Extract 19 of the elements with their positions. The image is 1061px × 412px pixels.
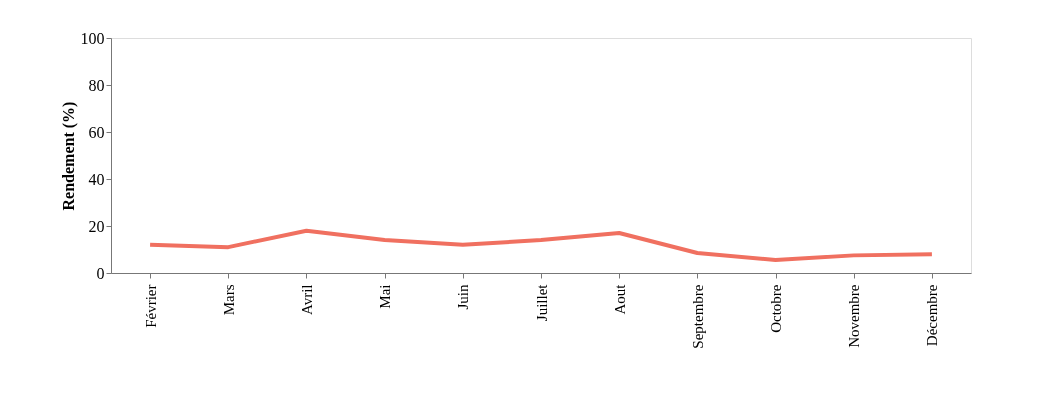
y-tick-label: 40 <box>88 170 105 188</box>
x-tick-label: Avril <box>298 284 315 316</box>
x-tick-label: Mars <box>220 284 237 316</box>
x-tick-label: Juin <box>455 284 472 310</box>
x-tick-label: Mai <box>377 284 394 309</box>
y-axis-title: Rendement (%) <box>59 101 78 211</box>
x-tick-label: Aout <box>611 283 628 315</box>
line-series <box>148 228 934 263</box>
y-tick-label: 20 <box>88 217 105 235</box>
x-tick-label: Septembre <box>689 284 706 349</box>
y-tick-label: 80 <box>88 76 105 94</box>
x-tick-label: Décembre <box>924 284 941 347</box>
y-tick-label: 60 <box>88 123 105 141</box>
x-tick-label: Octobre <box>768 284 785 333</box>
x-tick-label: Février <box>142 284 159 328</box>
x-tick-label: Juillet <box>533 283 550 322</box>
x-tick-label: Novembre <box>846 284 863 348</box>
y-tick-label: 100 <box>80 29 105 47</box>
y-tick-label: 0 <box>96 264 105 282</box>
